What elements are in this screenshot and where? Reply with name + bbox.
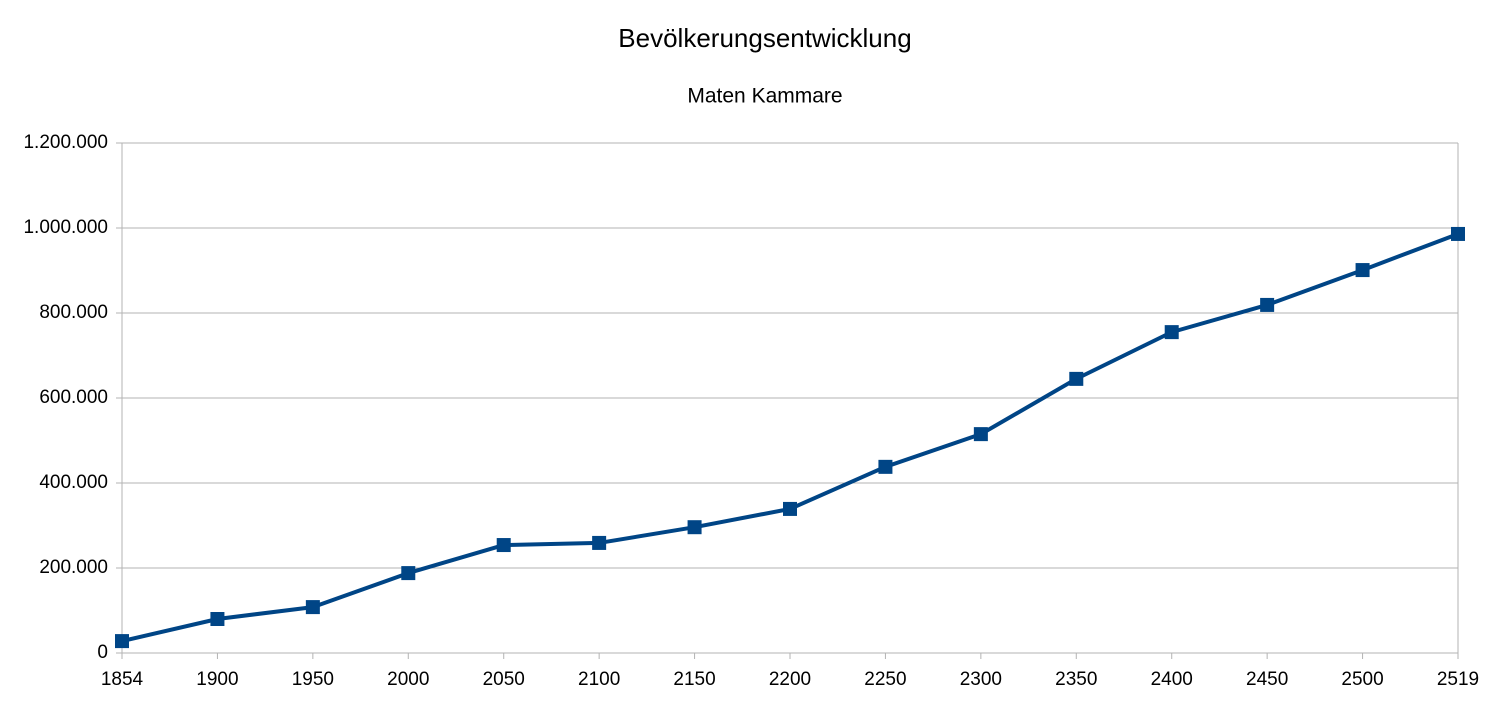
y-tick-label: 1.000.000 [23, 217, 108, 238]
x-tick-label: 2050 [483, 669, 525, 690]
x-tick-label: 2000 [387, 669, 429, 690]
x-tick-label: 2519 [1437, 669, 1479, 690]
marker [115, 634, 129, 649]
marker [1164, 325, 1179, 340]
y-tick-label: 600.000 [39, 387, 108, 408]
x-tick-label: 2350 [1055, 669, 1097, 690]
series-line [121, 232, 1459, 644]
marker [305, 600, 320, 615]
x-tick-label: 2400 [1151, 669, 1193, 690]
marker [1069, 371, 1084, 386]
marker [210, 612, 225, 626]
marker [592, 535, 607, 550]
x-tick-label: 1900 [196, 669, 238, 690]
y-tick-label: 0 [97, 642, 108, 663]
marker [783, 501, 797, 516]
marker [401, 566, 416, 581]
y-tick-label: 400.000 [39, 472, 108, 493]
y-tick-label: 1.200.000 [23, 132, 108, 153]
x-tick-label: 2150 [673, 669, 715, 690]
chart-title: Bevölkerungsentwicklung [618, 23, 911, 53]
x-tick-label: 1950 [292, 669, 334, 690]
x-tick-label: 2300 [960, 669, 1002, 690]
x-tick-label: 2200 [769, 669, 811, 690]
marker [973, 427, 988, 442]
x-tick-label: 2450 [1246, 669, 1288, 690]
marker [1355, 263, 1370, 278]
marker [687, 520, 702, 535]
x-tick-label: 2250 [864, 669, 906, 690]
marker [1260, 297, 1275, 312]
y-tick-label: 800.000 [39, 302, 108, 323]
x-tick-label: 2500 [1341, 669, 1383, 690]
y-tick-label: 200.000 [39, 557, 108, 578]
x-tick-label: 1854 [101, 669, 144, 690]
chart-subtitle: Maten Kammare [687, 85, 842, 108]
marker [878, 459, 893, 474]
x-tick-label: 2100 [578, 669, 620, 690]
marker [496, 538, 511, 553]
marker [1451, 226, 1465, 241]
